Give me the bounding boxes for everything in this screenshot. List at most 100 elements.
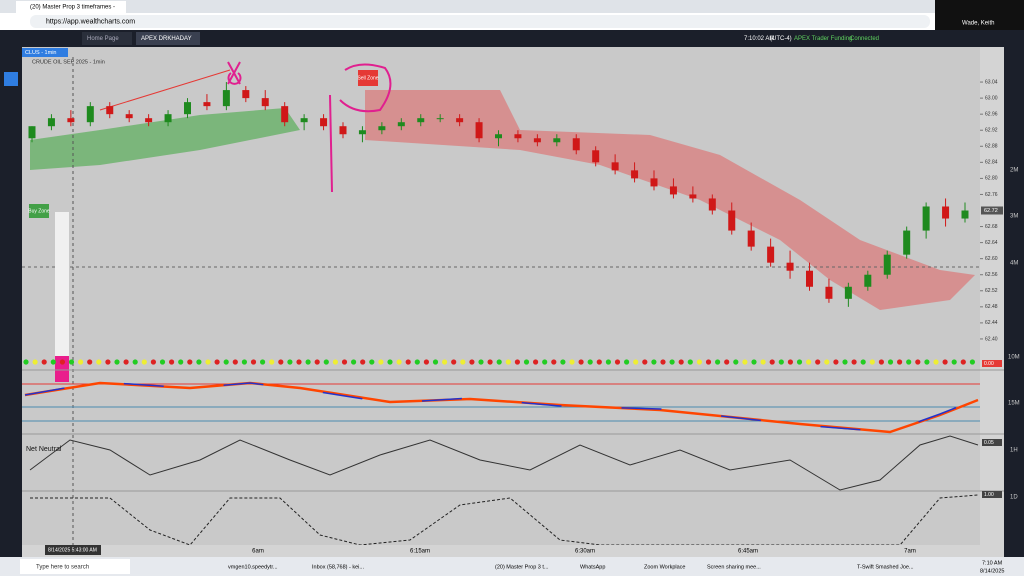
signal-dot bbox=[223, 359, 229, 365]
signal-dot bbox=[833, 359, 839, 365]
ma-line bbox=[24, 381, 979, 434]
candle-body bbox=[747, 230, 755, 247]
app-tab[interactable] bbox=[136, 32, 200, 45]
y-tick-label: 62.96 bbox=[985, 111, 998, 117]
signal-dot bbox=[305, 359, 311, 365]
candle-body bbox=[261, 98, 269, 107]
taskbar-app[interactable]: vmgen10.speedytr... bbox=[228, 564, 278, 570]
signal-dot bbox=[851, 359, 857, 365]
tab-title: (20) Master Prop 3 timeframes - bbox=[30, 5, 115, 11]
signal-dot bbox=[678, 359, 684, 365]
tab[interactable] bbox=[16, 1, 126, 13]
candle-body bbox=[961, 210, 969, 219]
candle-body bbox=[417, 118, 425, 123]
taskbar-date: 8/14/2025 bbox=[980, 568, 1004, 574]
signal-dot bbox=[369, 359, 375, 365]
y-tick-label: 62.64 bbox=[985, 240, 998, 246]
signal-dot bbox=[651, 359, 657, 365]
signal-dot bbox=[378, 359, 384, 365]
signal-dot bbox=[387, 359, 393, 365]
signal-dot bbox=[460, 359, 466, 365]
signal-dot bbox=[951, 359, 957, 365]
add-button[interactable] bbox=[4, 72, 18, 86]
candle-body bbox=[184, 102, 191, 115]
taskbar-app[interactable]: Screen sharing mee... bbox=[707, 564, 761, 570]
candle-body bbox=[689, 194, 697, 199]
candle-body bbox=[864, 274, 872, 287]
last-price-tag bbox=[981, 206, 1003, 215]
candle-body bbox=[514, 134, 522, 139]
taskbar-app[interactable]: (20) Master Prop 3 t... bbox=[495, 564, 549, 570]
signal-dot bbox=[696, 359, 703, 365]
signal-dot bbox=[451, 359, 457, 365]
candle-body bbox=[203, 102, 211, 107]
app-toolbar bbox=[0, 30, 1024, 47]
signal-dot bbox=[924, 359, 930, 365]
candle-body bbox=[942, 206, 950, 219]
signal-dot bbox=[778, 359, 784, 365]
address-bar[interactable] bbox=[30, 15, 930, 28]
y-tick-label: 62.76 bbox=[985, 192, 998, 198]
candle-body bbox=[786, 262, 794, 271]
panel-value-tag bbox=[982, 360, 1002, 367]
taskbar-app[interactable]: Inbox (58,768) - kei... bbox=[312, 564, 364, 570]
volume-axis bbox=[1004, 47, 1024, 557]
drawing-toolbar[interactable] bbox=[55, 212, 69, 356]
taskbar-news[interactable]: T-Swift Smashed Joe... bbox=[857, 564, 914, 570]
y-tick-label: 63.00 bbox=[985, 95, 998, 101]
volume-label: 1D bbox=[1010, 495, 1018, 501]
signal-dot bbox=[232, 359, 238, 365]
signal-dot bbox=[869, 359, 875, 365]
search-box[interactable] bbox=[20, 559, 130, 574]
signal-dot bbox=[278, 359, 284, 365]
signal-dot bbox=[878, 359, 885, 365]
signal-dot bbox=[596, 359, 602, 365]
candle-body bbox=[47, 118, 55, 127]
y-tick-label: 62.48 bbox=[985, 304, 998, 310]
app-tab[interactable] bbox=[82, 32, 132, 45]
signal-dot bbox=[796, 359, 803, 365]
signal-dot bbox=[897, 359, 903, 365]
clock: 7:10:02 AM bbox=[744, 36, 774, 42]
y-tick-label: 62.88 bbox=[985, 144, 998, 150]
candle-body bbox=[145, 118, 153, 123]
candle-body bbox=[242, 90, 250, 99]
time-label: 7am bbox=[904, 549, 916, 555]
signal-dot bbox=[514, 359, 521, 365]
volume-label: 15M bbox=[1008, 401, 1020, 407]
signal-dot bbox=[50, 359, 56, 365]
last-price-label: 62.72 bbox=[984, 208, 998, 214]
signal-dot bbox=[960, 359, 966, 365]
signal-dot bbox=[96, 359, 102, 365]
candle-body bbox=[728, 210, 736, 231]
time-label: 6am bbox=[252, 549, 264, 555]
pen-circle bbox=[339, 63, 392, 113]
buy-zone bbox=[29, 204, 49, 218]
signal-dot bbox=[169, 359, 175, 365]
taskbar-app[interactable]: Zoom Workplace bbox=[644, 564, 685, 570]
symbol-tab[interactable] bbox=[22, 48, 68, 57]
signal-dot bbox=[341, 359, 348, 365]
signal-dot bbox=[32, 359, 38, 365]
panel-value-tag bbox=[982, 491, 1002, 498]
y-tick-label: 62.80 bbox=[985, 176, 998, 182]
signal-dot bbox=[196, 359, 202, 365]
color-swatch[interactable] bbox=[55, 356, 69, 382]
signal-dot bbox=[624, 359, 630, 365]
sidebar bbox=[0, 47, 22, 557]
candle-body bbox=[300, 118, 308, 123]
signal-dot bbox=[724, 359, 730, 365]
candle-body bbox=[806, 270, 813, 287]
signal-dot bbox=[614, 359, 621, 365]
volume-label: 10M bbox=[1008, 355, 1020, 361]
y-tick-label: 62.44 bbox=[985, 320, 998, 326]
signal-dot bbox=[915, 359, 921, 365]
signal-dot bbox=[551, 359, 557, 365]
candle-body bbox=[456, 118, 464, 123]
signal-dot bbox=[287, 359, 293, 365]
taskbar-time: 7:10 AM bbox=[982, 560, 1003, 566]
taskbar-app[interactable]: WhatsApp bbox=[580, 564, 605, 570]
signal-dot bbox=[787, 359, 794, 365]
broker: APEX Trader Funding bbox=[794, 36, 852, 42]
signal-dot bbox=[59, 359, 65, 365]
